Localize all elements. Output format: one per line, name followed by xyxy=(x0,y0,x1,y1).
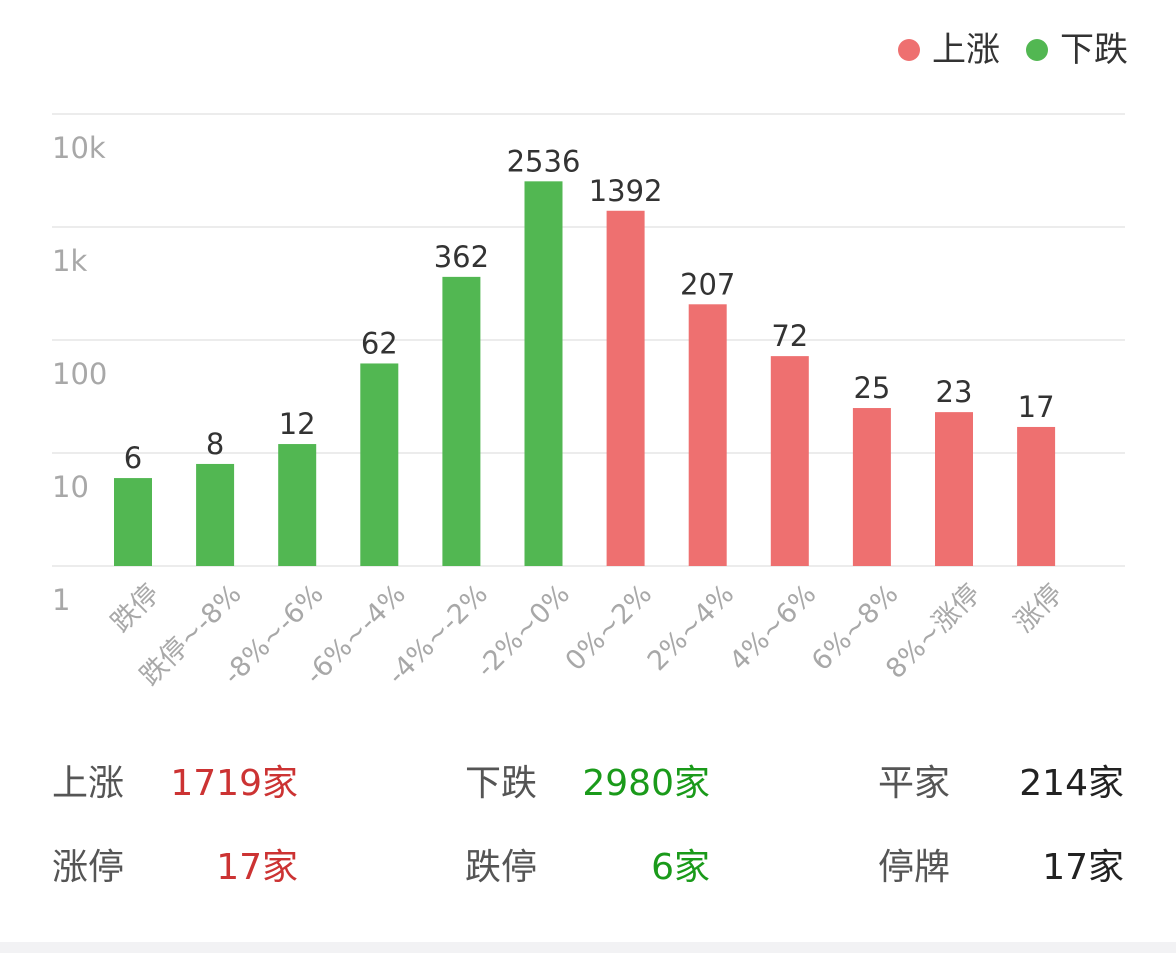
bar[interactable] xyxy=(852,408,891,566)
bar[interactable] xyxy=(606,210,645,566)
legend-item-up[interactable]: 上涨 xyxy=(898,26,1000,74)
footer-bar xyxy=(0,942,1176,953)
x-tick-label: 0%~2% xyxy=(560,579,658,677)
stat-label-suspended: 停牌 xyxy=(878,847,951,888)
y-tick-label: 100 xyxy=(52,357,107,391)
stat-value-suspended: 17家 xyxy=(1042,847,1124,888)
bar-value-label: 72 xyxy=(771,319,808,353)
bar[interactable] xyxy=(770,356,809,566)
bar[interactable] xyxy=(1017,426,1056,566)
x-tick-label: 4%~6% xyxy=(724,579,822,677)
bar[interactable] xyxy=(360,363,399,566)
x-tick-label: 2%~4% xyxy=(642,579,740,677)
stat-label-limit-up: 涨停 xyxy=(52,847,125,888)
legend-label-down: 下跌 xyxy=(1060,30,1128,70)
stat-label-up: 上涨 xyxy=(52,763,125,804)
stat-value-limit-down: 6家 xyxy=(651,847,710,888)
bar-value-label: 207 xyxy=(680,267,735,301)
bar-value-label: 23 xyxy=(936,375,973,409)
bar-value-label: 362 xyxy=(434,240,489,274)
y-tick-label: 1k xyxy=(52,244,87,278)
bar[interactable] xyxy=(278,444,317,566)
bar-value-label: 17 xyxy=(1018,390,1055,424)
bar[interactable] xyxy=(196,463,235,566)
bar-value-label: 25 xyxy=(853,371,890,405)
legend-label-up: 上涨 xyxy=(932,30,1000,70)
bar[interactable] xyxy=(524,181,563,566)
bar-value-label: 8 xyxy=(206,427,224,461)
bar-value-label: 6 xyxy=(124,441,142,475)
bars xyxy=(114,181,1056,566)
stat-value-up: 1719家 xyxy=(170,763,298,804)
chart-legend: 上涨 下跌 xyxy=(898,26,1128,74)
y-tick-label: 10 xyxy=(52,470,89,504)
stats-panel: 上涨 1719家 下跌 2980家 平家 214家 涨停 17家 跌停 6家 停… xyxy=(0,748,1176,908)
bar[interactable] xyxy=(935,412,973,566)
bar-value-label: 2536 xyxy=(507,144,581,178)
stat-value-flat: 214家 xyxy=(1019,763,1124,804)
bar-value-label: 12 xyxy=(279,407,316,441)
y-axis-ticks: 1 10 100 1k 10k xyxy=(52,131,107,617)
stat-label-down: 下跌 xyxy=(465,763,538,804)
legend-dot-down xyxy=(1026,39,1048,61)
x-axis-labels: 跌停跌停~-8%-8%~-6%-6%~-4%-4%~-2%-2%~0%0%~2%… xyxy=(105,579,1068,692)
bar[interactable] xyxy=(114,478,152,566)
stat-label-flat: 平家 xyxy=(878,763,951,804)
legend-dot-up xyxy=(898,39,920,61)
stat-value-down: 2980家 xyxy=(582,763,710,804)
bar-value-label: 1392 xyxy=(589,174,663,208)
x-tick-label: 跌停 xyxy=(105,579,165,639)
bar[interactable] xyxy=(688,304,727,566)
y-tick-label: 10k xyxy=(52,131,106,165)
bar[interactable] xyxy=(442,276,481,566)
y-tick-label: 1 xyxy=(52,583,70,617)
legend-item-down[interactable]: 下跌 xyxy=(1026,26,1128,74)
x-tick-label: 涨停 xyxy=(1009,579,1069,639)
stat-label-limit-down: 跌停 xyxy=(465,847,538,888)
bar-value-label: 62 xyxy=(361,326,398,360)
stat-value-limit-up: 17家 xyxy=(216,847,298,888)
